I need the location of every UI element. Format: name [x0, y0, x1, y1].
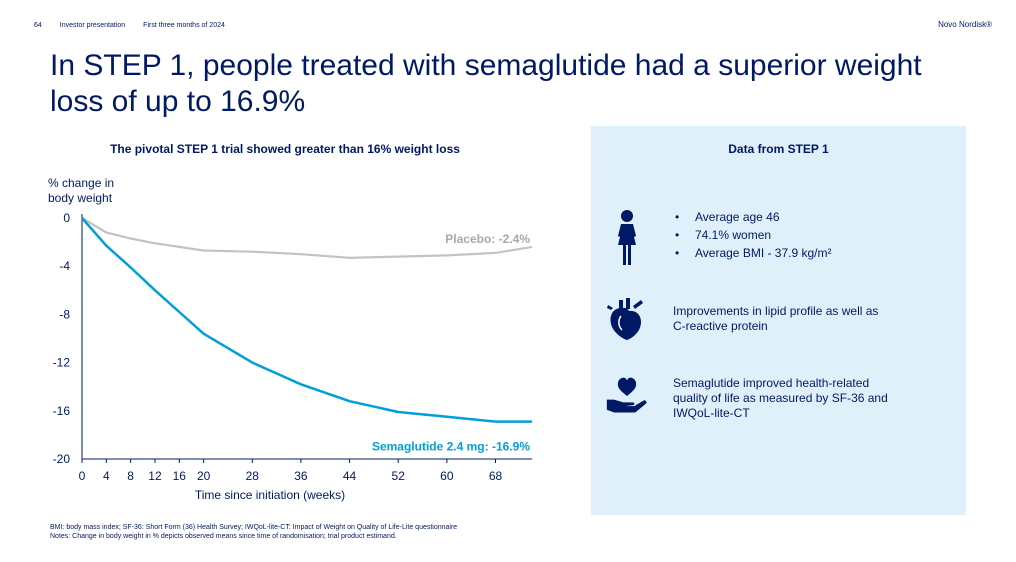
x-tick-label: 36 — [294, 469, 308, 483]
placebo-line — [81, 217, 533, 259]
y-tick-label: -4 — [59, 259, 70, 273]
section-label: Investor presentation — [59, 22, 126, 29]
y-tick-label: -20 — [53, 452, 71, 466]
lipids-line-2: C-reactive protein — [673, 319, 768, 333]
heart-organ-icon — [605, 290, 649, 350]
x-tick-label: 68 — [489, 469, 503, 483]
x-tick-label: 28 — [246, 469, 260, 483]
y-axis-label-line-1: % change in — [48, 176, 114, 190]
step1-data-panel: Data from STEP 1 Average age 46 74.1% wo… — [591, 126, 966, 515]
y-tick-label: -16 — [53, 404, 71, 418]
x-tick-label: 4 — [103, 469, 110, 483]
x-axis-label: Time since initiation (weeks) — [195, 488, 345, 502]
demographic-bmi: Average BMI - 37.9 kg/m² — [673, 246, 832, 261]
placebo-label: Placebo: -2.4% — [445, 232, 530, 246]
page-number: 64 — [34, 22, 42, 29]
panel-title: Data from STEP 1 — [728, 142, 829, 156]
x-tick-label: 44 — [343, 469, 357, 483]
x-tick-label: 8 — [127, 469, 134, 483]
brand-label: Novo Nordisk® — [938, 20, 992, 29]
x-tick-label: 16 — [173, 469, 187, 483]
footnote-abbreviations: BMI: body mass index; SF-36: Short Form … — [50, 524, 458, 531]
footnote-notes: Notes: Change in body weight in % depict… — [50, 533, 397, 540]
qol-line-1: Semaglutide improved health-related — [673, 376, 870, 390]
lipids-line-1: Improvements in lipid profile as well as — [673, 304, 879, 318]
period-label: First three months of 2024 — [143, 22, 225, 29]
y-tick-label: -12 — [53, 356, 71, 370]
x-tick-label: 0 — [79, 469, 86, 483]
woman-icon — [605, 208, 649, 268]
demographics-row: Average age 46 74.1% women Average BMI -… — [605, 208, 832, 268]
x-tick-label: 12 — [148, 469, 162, 483]
footnotes: BMI: body mass index; SF-36: Short Form … — [50, 523, 457, 541]
quality-of-life-row: Semaglutide improved health-related qual… — [605, 366, 888, 426]
heart-in-hand-icon — [605, 366, 649, 426]
x-tick-label: 52 — [392, 469, 406, 483]
x-tick-label: 20 — [197, 469, 211, 483]
slide-title: In STEP 1, people treated with semagluti… — [50, 49, 922, 118]
qol-line-2: quality of life as measured by SF-36 and — [673, 391, 888, 405]
x-tick-label: 60 — [440, 469, 454, 483]
demographic-age: Average age 46 — [673, 210, 832, 225]
chart-heading: The pivotal STEP 1 trial showed greater … — [110, 142, 460, 156]
y-axis-label-line-2: body weight — [48, 191, 113, 205]
y-tick-label: -8 — [59, 307, 70, 321]
semaglutide-label: Semaglutide 2.4 mg: -16.9% — [372, 440, 530, 454]
y-tick-label: 0 — [63, 211, 70, 225]
demographic-women: 74.1% women — [673, 228, 832, 243]
lipids-row: Improvements in lipid profile as well as… — [605, 290, 878, 350]
qol-line-3: IWQoL-lite-CT — [673, 406, 750, 420]
semaglutide-line — [81, 217, 532, 423]
header-meta: 64 Investor presentation First three mon… — [34, 22, 225, 29]
